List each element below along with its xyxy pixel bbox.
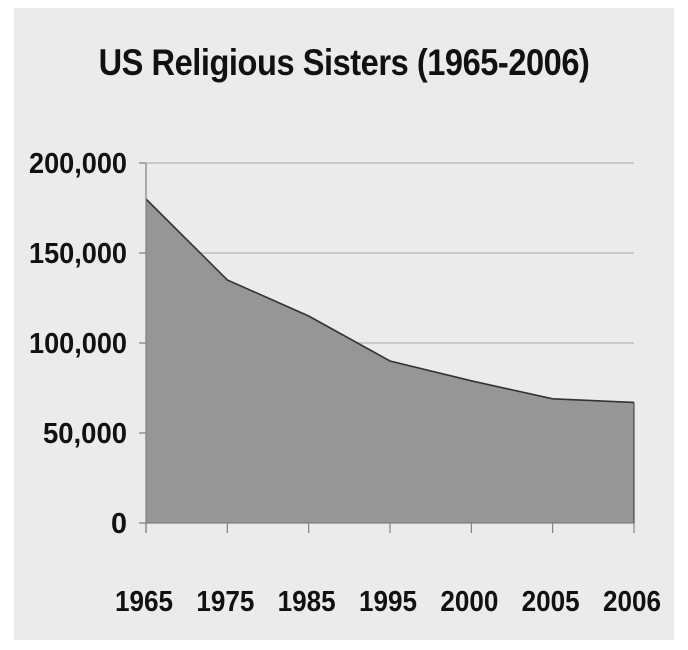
axes (139, 162, 635, 533)
chart-background (14, 8, 674, 640)
y-tick-label: 150,000 (29, 238, 127, 270)
y-axis-ticks: 0 50,000 100,000 150,000 200,000 (29, 148, 127, 540)
x-tick-label: 1995 (359, 586, 417, 618)
x-tick-label: 2005 (522, 586, 580, 618)
chart-title: US Religious Sisters (1965-2006) (98, 42, 590, 83)
x-axis-ticks: 1965 1975 1985 1995 2000 2005 2006 (115, 586, 661, 618)
y-tick-label: 0 (111, 508, 127, 540)
x-tick-label: 2000 (440, 586, 498, 618)
x-tick-label: 2006 (603, 586, 661, 618)
y-tick-label: 200,000 (29, 148, 127, 180)
x-tick-label: 1985 (278, 586, 336, 618)
y-tick-label: 100,000 (29, 328, 127, 360)
area-series (145, 198, 635, 523)
y-tick-label: 50,000 (43, 418, 127, 450)
x-tick-label: 1975 (196, 586, 254, 618)
area-outline (145, 198, 635, 404)
x-tick-label: 1965 (115, 586, 173, 618)
